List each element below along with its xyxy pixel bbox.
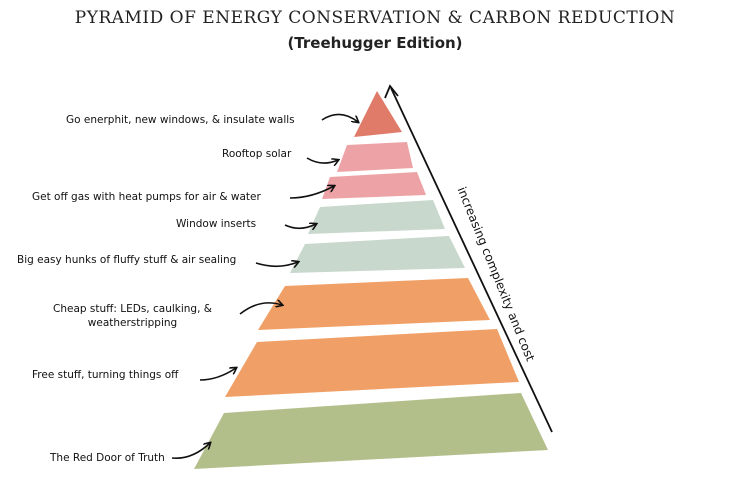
arrow-tier-5: [255, 262, 298, 266]
tier-2-label: Rooftop solar: [222, 148, 292, 160]
tier-4-shape: [308, 200, 445, 234]
arrow-tier-3: [289, 186, 334, 199]
tier-8-label: The Red Door of Truth: [50, 452, 165, 464]
arrow-tier-7: [199, 368, 236, 381]
tier-6-label: Cheap stuff: LEDs, caulking, & weatherst…: [53, 303, 212, 329]
tier-7-shape: [225, 329, 519, 397]
diagram-title: PYRAMID OF ENERGY CONSERVATION & CARBON …: [74, 8, 676, 28]
tier-3-label: Get off gas with heat pumps for air & wa…: [32, 191, 261, 203]
tier-7-label: Free stuff, turning things off: [32, 369, 179, 381]
tier-1-shape: [354, 91, 402, 137]
arrow-tier-6: [239, 303, 282, 315]
tier-8-shape: [194, 393, 548, 469]
tier-3-shape: [322, 172, 426, 199]
tier-6-shape: [258, 278, 490, 330]
tier-2-shape: [337, 142, 413, 172]
diagram-subtitle: (Treehugger Edition): [287, 34, 463, 52]
tier-4-label: Window inserts: [176, 218, 257, 230]
arrow-tier-1: [321, 113, 358, 122]
arrow-tier-8: [171, 443, 210, 460]
tier-1-label: Go enerphit, new windows, & insulate wal…: [66, 114, 295, 126]
tier-5-label: Big easy hunks of fluffy stuff & air sea…: [17, 254, 237, 266]
complexity-axis-arrowhead: [384, 84, 399, 99]
arrow-tier-4: [284, 224, 316, 228]
complexity-axis-arrow: [390, 87, 553, 433]
arrow-tier-2: [306, 157, 338, 163]
tier-5-shape: [290, 236, 465, 273]
